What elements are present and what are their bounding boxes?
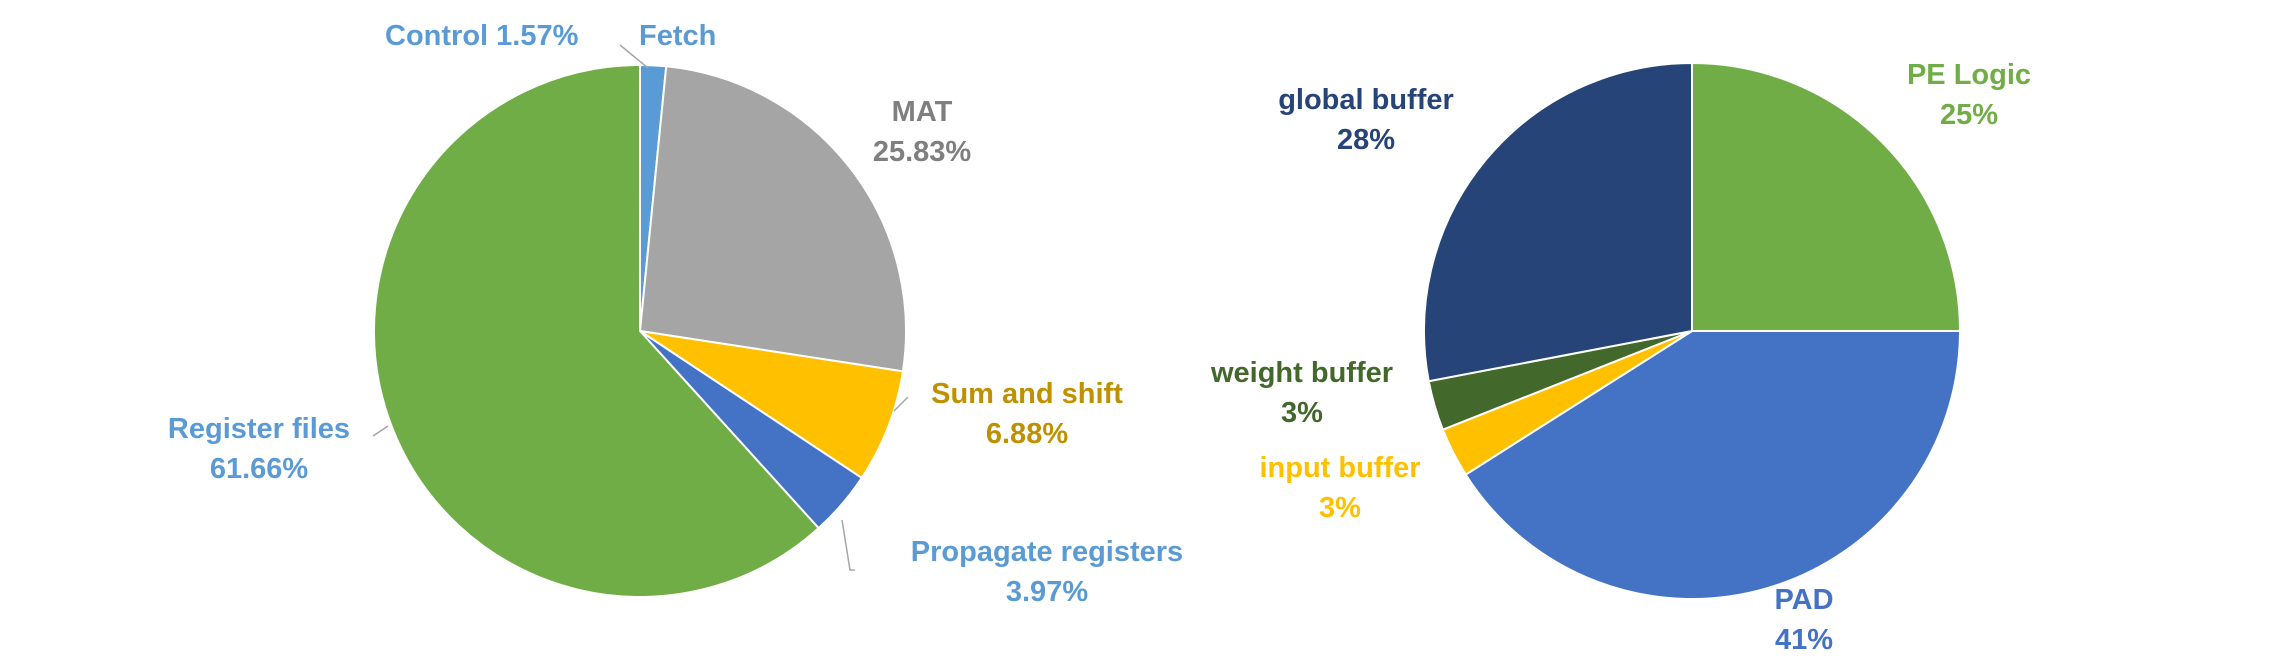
leader-line-sum-and-shift: [893, 396, 909, 412]
label-control-1-57: Control 1.57%: [385, 20, 579, 52]
label-pe-logic: PE Logic 25%: [1907, 59, 2031, 131]
label-fetch: Fetch: [639, 20, 716, 52]
label-global-buffer: global buffer 28%: [1278, 84, 1454, 156]
label-propagate-registers: Propagate registers 3.97%: [911, 536, 1183, 608]
leader-line-fetch: [619, 44, 649, 69]
pie-chart-right: PE Logic 25% PAD 41% input buffer 3% weight bu…: [1210, 59, 2031, 656]
label-mat: MAT 25.83%: [873, 96, 972, 168]
label-register-files: Register files 61.66%: [168, 413, 350, 485]
label-weight-buffer: weight buffer 3%: [1210, 357, 1393, 429]
pie-slice-pe-logic: [1691, 61, 1962, 332]
label-input-buffer: input buffer 3%: [1259, 452, 1420, 524]
pie-slice-pad: [1464, 330, 1962, 600]
pie-slice-register-files: [373, 63, 821, 598]
label-pad: PAD 41%: [1774, 584, 1833, 656]
leader-line-propagate-registers: [841, 519, 855, 571]
pie-slice-mat: [638, 65, 908, 373]
pie-slice-global-buffer: [1423, 61, 1693, 383]
pie-slice-sum-and-shift: [639, 330, 905, 480]
pie-chart-left: Fetch MAT 25.83% Sum and shift 6.88% Propagat…: [168, 20, 1183, 608]
leader-line-register-files: [372, 425, 389, 437]
label-sum-and-shift: Sum and shift 6.88%: [931, 378, 1123, 450]
